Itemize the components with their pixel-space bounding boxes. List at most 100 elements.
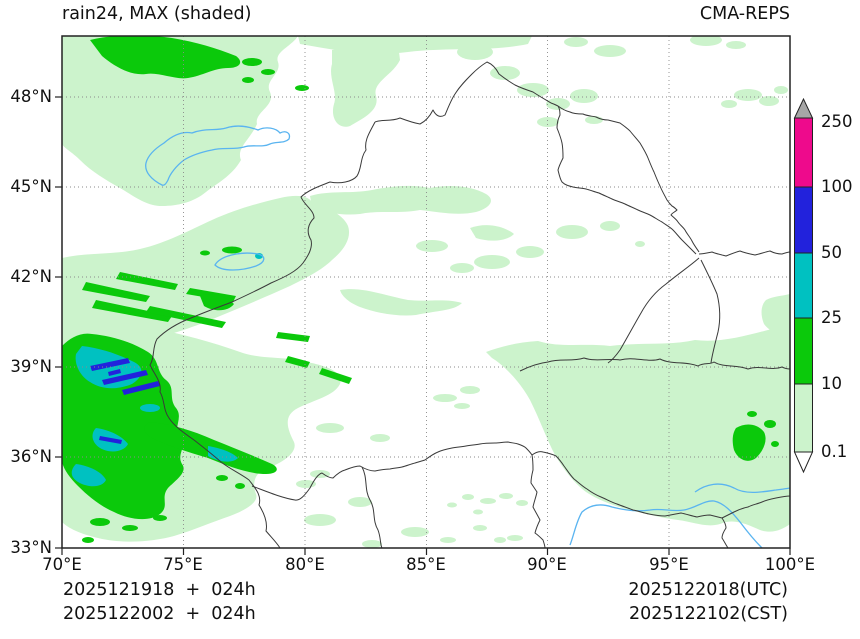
shaded-patch <box>71 464 106 487</box>
shaded-patch <box>90 518 110 526</box>
valid-time-utc: 2025122018(UTC) <box>628 580 788 600</box>
lake-balkhash-outline <box>145 125 291 186</box>
border-mongolia-inner <box>557 105 700 253</box>
shaded-patch <box>122 525 138 531</box>
shaded-patch <box>261 69 275 75</box>
shaded-patch <box>516 500 528 506</box>
x-tick-label-90e: 90°E <box>527 555 567 574</box>
colorbar-over-arrow <box>793 97 814 119</box>
shaded-patch <box>153 515 167 521</box>
shaded-patch <box>761 294 790 334</box>
shaded-patch <box>102 370 148 385</box>
shaded-patch <box>82 282 150 302</box>
shaded-patch <box>99 436 122 444</box>
lake-issyk-kul-outline <box>214 252 265 271</box>
shaded-patch <box>546 98 570 110</box>
shaded-patch <box>570 89 598 103</box>
shaded-patch <box>507 535 523 541</box>
shaded-patch <box>235 483 245 489</box>
border-ladakh <box>361 466 383 548</box>
shaded-patch <box>474 255 510 269</box>
valid-time-cst: 2025122102(CST) <box>628 604 788 624</box>
shaded-patch <box>690 36 722 46</box>
y-tick-label-42n: 42°N <box>10 267 52 286</box>
y-tick-label-36n: 36°N <box>10 447 52 466</box>
colorbar-under-arrow <box>793 451 814 474</box>
plot-frame <box>61 35 791 549</box>
shaded-patch <box>122 381 160 395</box>
gridlines <box>62 36 790 548</box>
y-tick-label-45n: 45°N <box>10 177 52 196</box>
political-borders <box>149 61 790 548</box>
x-tick-label-70e: 70°E <box>42 555 82 574</box>
shaded-patch <box>304 514 336 526</box>
border-qinghai-south-branch <box>721 517 729 548</box>
colorbar-segment-25-50 <box>794 252 813 319</box>
river-south <box>569 500 763 548</box>
shaded-patch <box>285 356 310 368</box>
shaded-patch <box>747 411 757 417</box>
x-tick-label-75e: 75°E <box>163 555 203 574</box>
shaded-patch <box>116 272 178 290</box>
shaded-patch <box>200 250 210 256</box>
colorbar-segment-0.1-10 <box>794 383 813 453</box>
shaded-patch <box>460 386 480 394</box>
shaded-patch <box>473 509 483 515</box>
shaded-patch <box>486 324 790 532</box>
shaded-patch <box>331 44 400 127</box>
init-time-line-2: 2025122002 + 024h <box>63 604 256 624</box>
shaded-patch <box>490 66 520 80</box>
x-tick-label-95e: 95°E <box>649 555 689 574</box>
colorbar <box>793 97 814 474</box>
border-qinghai-east-branch <box>721 495 790 519</box>
shaded-patch <box>564 37 588 47</box>
shaded-patch <box>295 85 309 91</box>
model-name: CMA-REPS <box>699 4 790 24</box>
shaded-patch <box>585 116 603 124</box>
shading-50-100mm <box>90 358 160 444</box>
shaded-patch <box>774 86 788 94</box>
shaded-patch <box>759 96 779 106</box>
shaded-patch <box>447 502 457 508</box>
y-tick-label-48n: 48°N <box>10 87 52 106</box>
colorbar-label-250: 250 <box>821 112 853 131</box>
shaded-patch <box>348 497 372 507</box>
shaded-patch <box>82 537 94 543</box>
shaded-patch <box>416 240 448 252</box>
shaded-patch <box>296 480 316 488</box>
shaded-patch <box>556 225 588 239</box>
shaded-patch <box>242 58 262 66</box>
colorbar-label-0.1: 0.1 <box>821 442 848 461</box>
shaded-patch <box>92 300 172 322</box>
x-tick-label-100e: 100°E <box>764 555 816 574</box>
shaded-patch <box>216 475 228 481</box>
shaded-patch <box>499 493 513 499</box>
shaded-patch <box>90 358 130 371</box>
shaded-patch <box>340 289 462 316</box>
shaded-patch <box>310 185 491 215</box>
border-tibet-south-branch <box>530 454 546 548</box>
shaded-patch <box>62 195 350 343</box>
shaded-patch <box>516 246 544 258</box>
shaded-patch <box>537 117 559 127</box>
border-mongolia-east <box>698 250 790 257</box>
shaded-patch <box>462 494 474 500</box>
shaded-patch <box>594 45 626 57</box>
border-west <box>149 121 376 548</box>
shaded-patch <box>721 100 737 108</box>
colorbar-segment-100-250 <box>794 117 813 188</box>
shaded-patch <box>457 44 493 60</box>
shaded-patch <box>440 537 456 543</box>
shaded-patch <box>764 420 776 428</box>
shaded-patch <box>401 527 429 537</box>
shaded-patch <box>480 498 496 504</box>
shaded-patch <box>635 241 645 247</box>
shaded-patch <box>319 368 352 384</box>
shaded-patch <box>473 525 487 531</box>
y-tick-label-33n: 33°N <box>10 538 52 557</box>
shaded-patch <box>450 263 474 273</box>
shaded-patch <box>140 404 160 412</box>
shaded-patch <box>454 403 470 409</box>
x-tick-label-85e: 85°E <box>406 555 446 574</box>
shaded-patch <box>517 83 549 97</box>
